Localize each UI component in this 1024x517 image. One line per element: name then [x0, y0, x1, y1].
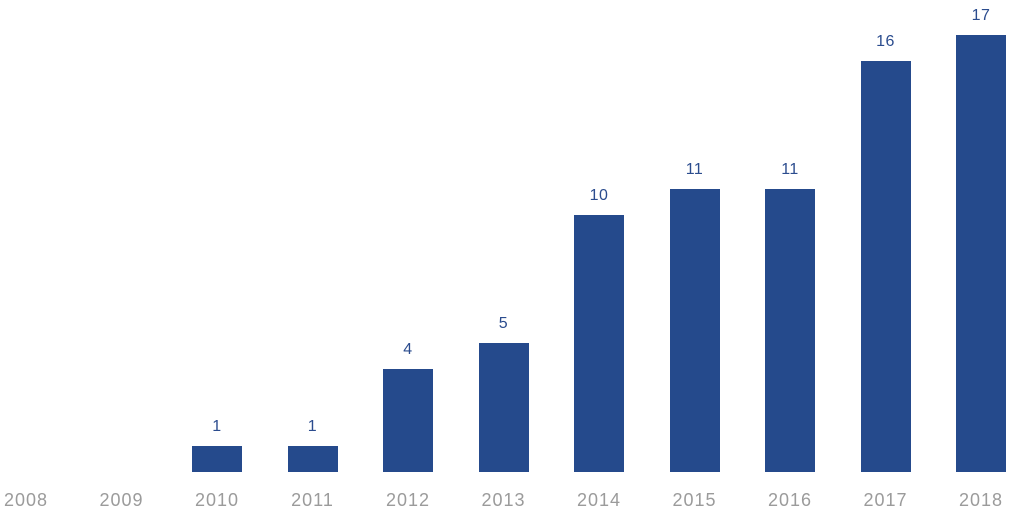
bar [383, 369, 433, 472]
bar-value-label: 11 [685, 161, 704, 178]
bar [574, 215, 624, 472]
bar [192, 446, 242, 472]
x-axis-label: 2015 [672, 490, 717, 510]
x-axis-label: 2012 [385, 490, 431, 510]
bar-value-label: 4 [403, 341, 413, 358]
bar [765, 189, 815, 472]
x-axis-label: 2008 [3, 490, 49, 510]
bar-value-label: 11 [781, 161, 799, 178]
x-axis-label: 2011 [291, 490, 334, 510]
bar [669, 189, 720, 472]
x-axis-label: 2013 [481, 490, 526, 510]
bar [956, 35, 1006, 472]
bar [860, 61, 911, 472]
bar [478, 343, 529, 472]
x-axis-label: 2010 [194, 490, 240, 510]
bar [287, 446, 338, 472]
bar-value-label: 17 [971, 7, 991, 24]
bar-value-label: 5 [498, 315, 509, 332]
x-axis-label: 2016 [767, 490, 813, 510]
bar-value-label: 1 [212, 418, 222, 435]
bar-value-label: 16 [876, 33, 895, 50]
x-axis-label: 2018 [958, 490, 1004, 510]
x-axis-label: 2009 [99, 490, 144, 510]
bar-value-label: 10 [589, 187, 609, 204]
x-axis-label: 2017 [863, 490, 908, 510]
x-axis-label: 2014 [576, 490, 622, 510]
bar-value-label: 1 [307, 418, 318, 435]
